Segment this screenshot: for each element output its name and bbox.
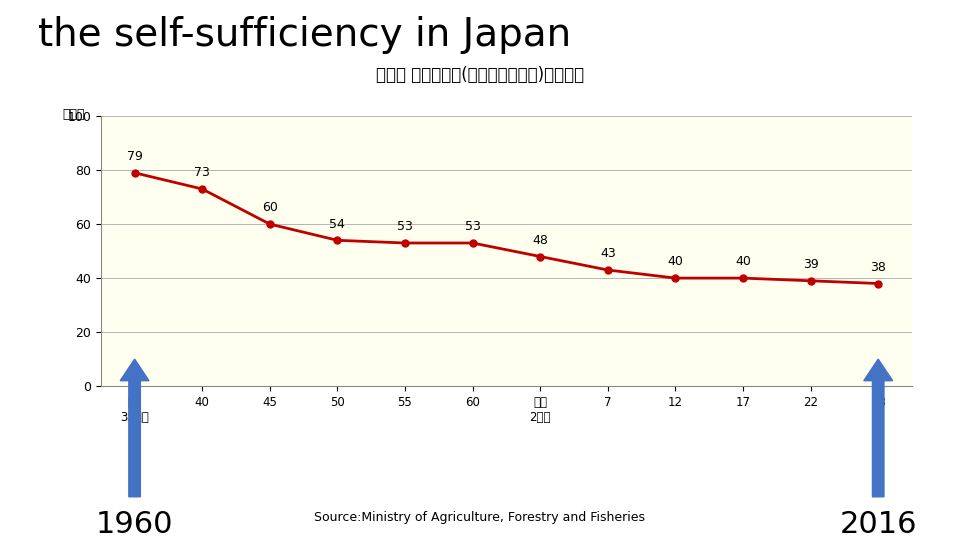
- Text: Source:Ministry of Agriculture, Forestry and Fisheries: Source:Ministry of Agriculture, Forestry…: [315, 511, 645, 524]
- Text: 38: 38: [871, 261, 886, 274]
- Text: 40: 40: [667, 255, 684, 268]
- Text: 54: 54: [329, 218, 346, 231]
- Text: 73: 73: [194, 166, 210, 179]
- Text: 48: 48: [532, 234, 548, 247]
- Text: 日本の 食料自給率(カロリーベース)のすい移: 日本の 食料自給率(カロリーベース)のすい移: [376, 66, 584, 84]
- Text: 60: 60: [262, 201, 277, 214]
- Text: 1960: 1960: [96, 510, 174, 539]
- Text: 43: 43: [600, 247, 615, 260]
- Text: 53: 53: [397, 220, 413, 233]
- Text: the self-sufficiency in Japan: the self-sufficiency in Japan: [38, 16, 571, 54]
- Text: 40: 40: [735, 255, 751, 268]
- Text: 53: 53: [465, 220, 481, 233]
- Text: 79: 79: [127, 150, 142, 163]
- Text: 2016: 2016: [839, 510, 917, 539]
- Text: （％）: （％）: [62, 108, 84, 121]
- Text: 39: 39: [803, 258, 819, 271]
